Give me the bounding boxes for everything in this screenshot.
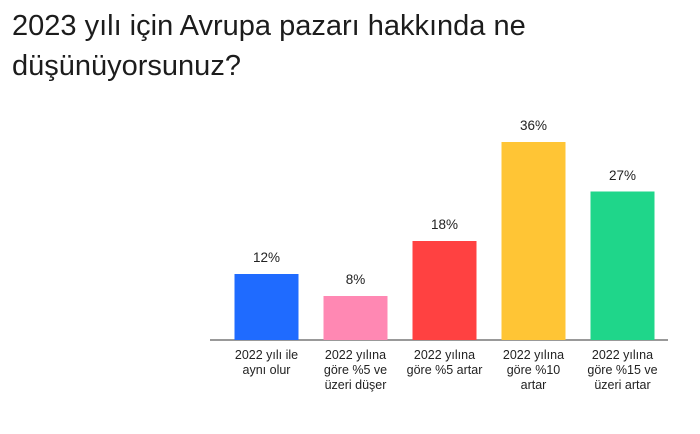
- x-tick-label: 2022 yılına göre %5 ve üzeri düşer: [323, 348, 388, 392]
- value-label: 36%: [519, 118, 548, 133]
- value-label: 12%: [252, 250, 281, 265]
- bar: [234, 274, 299, 340]
- x-tick-label: 2022 yılı ile aynı olur: [234, 348, 299, 377]
- x-tick-label: 2022 yılına göre %10 artar: [502, 348, 565, 392]
- value-label: 27%: [608, 167, 637, 183]
- chart-title: 2023 yılı için Avrupa pazarı hakkında ne…: [12, 10, 526, 82]
- value-label: 18%: [430, 217, 459, 232]
- x-tick-label: 2022 yılına göre %15 ve üzeri artar: [587, 348, 658, 392]
- bar: [323, 296, 388, 340]
- bar: [412, 241, 477, 340]
- bar: [501, 142, 566, 340]
- value-label: 8%: [345, 272, 366, 287]
- bar: [590, 191, 655, 340]
- x-tick-label: 2022 yılına göre %5 artar: [406, 348, 483, 377]
